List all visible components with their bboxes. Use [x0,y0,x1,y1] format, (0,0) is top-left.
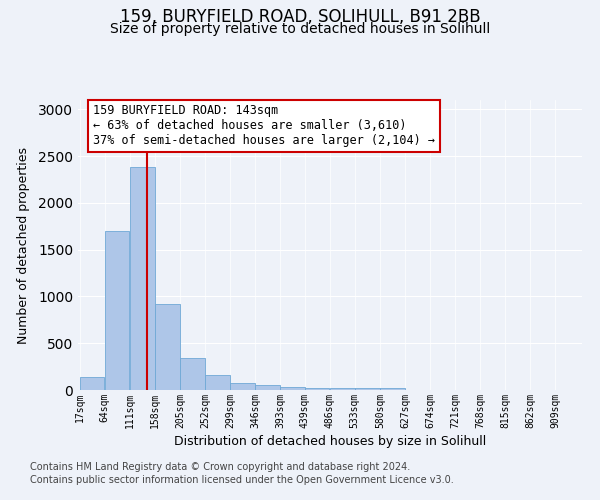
Bar [255,386,280,390]
Text: Contains HM Land Registry data © Crown copyright and database right 2024.: Contains HM Land Registry data © Crown c… [30,462,410,472]
Text: Distribution of detached houses by size in Solihull: Distribution of detached houses by size … [174,435,486,448]
Bar [104,231,130,390]
Bar [230,382,255,390]
Y-axis label: Number of detached properties: Number of detached properties [17,146,29,344]
Bar [80,377,104,390]
Text: 159 BURYFIELD ROAD: 143sqm
← 63% of detached houses are smaller (3,610)
37% of s: 159 BURYFIELD ROAD: 143sqm ← 63% of deta… [93,104,435,148]
Bar [330,388,355,390]
Bar [305,388,329,390]
Bar [130,168,155,390]
Bar [380,388,404,390]
Bar [205,375,230,390]
Text: Contains public sector information licensed under the Open Government Licence v3: Contains public sector information licen… [30,475,454,485]
Text: 159, BURYFIELD ROAD, SOLIHULL, B91 2BB: 159, BURYFIELD ROAD, SOLIHULL, B91 2BB [119,8,481,26]
Bar [355,388,380,390]
Bar [280,387,305,390]
Text: Size of property relative to detached houses in Solihull: Size of property relative to detached ho… [110,22,490,36]
Bar [155,304,179,390]
Bar [180,358,205,390]
